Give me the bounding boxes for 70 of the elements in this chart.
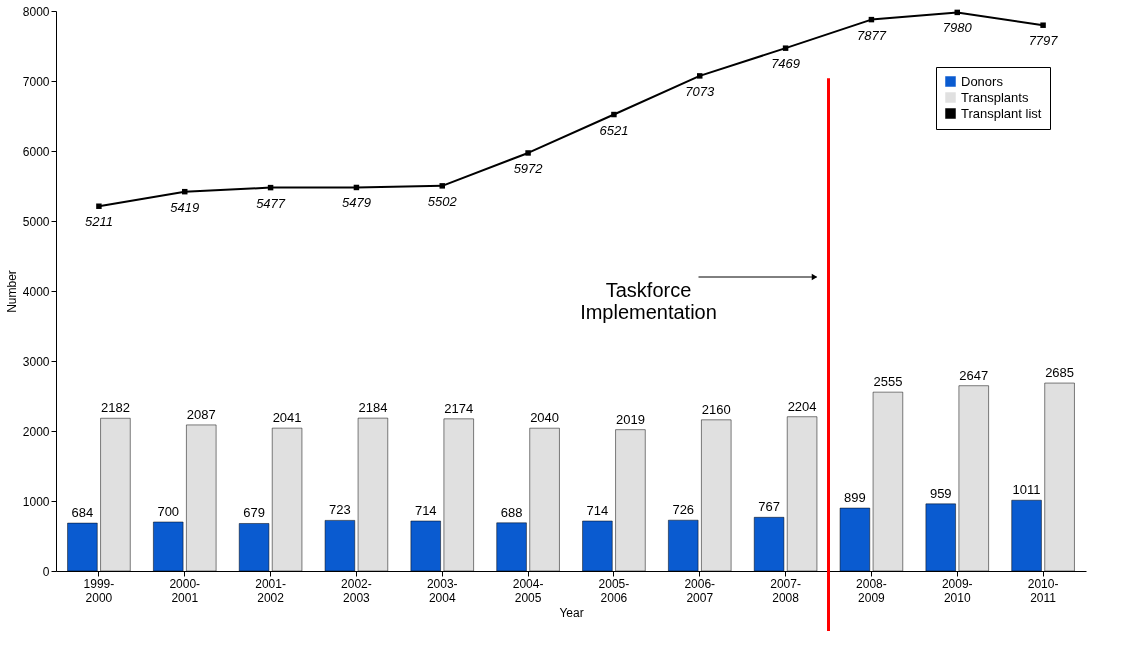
y-tick-label: 4000 — [22, 284, 50, 299]
data-label: 2040 — [530, 410, 560, 426]
x-tick-label: 2008-2009 — [856, 576, 887, 605]
point — [697, 73, 703, 79]
legend-label: Transplants — [961, 89, 1029, 105]
x-tick-label: 2010-2011 — [1027, 576, 1059, 605]
y-tick-label: 5000 — [22, 214, 50, 229]
data-label: 2174 — [444, 400, 474, 416]
data-label: 723 — [329, 502, 351, 518]
point — [782, 45, 789, 51]
data-label: 2160 — [701, 401, 731, 417]
legend-label: Donors — [961, 73, 1004, 89]
data-label: 5419 — [170, 199, 200, 215]
y-tick-label: 6000 — [22, 144, 50, 159]
y-tick-label: 1000 — [22, 494, 50, 509]
data-label: 5479 — [341, 195, 371, 211]
x-tick-label: 2001-2002 — [255, 576, 286, 605]
data-label: 7469 — [771, 56, 801, 72]
x-tick-label: 2004-2005 — [512, 576, 544, 605]
data-label: 2019 — [615, 411, 645, 427]
data-label: 5972 — [513, 160, 544, 176]
data-label: 2087 — [186, 406, 216, 422]
x-axis-title: Year — [559, 605, 584, 620]
data-label: 2182 — [100, 400, 130, 416]
x-tick-label: 2007-2008 — [770, 576, 801, 605]
data-label: 5211 — [84, 214, 113, 230]
data-label: 2204 — [787, 398, 817, 414]
data-label: 5477 — [256, 195, 286, 211]
x-tick-label: 2000-2001 — [169, 576, 201, 605]
data-label: 2555 — [873, 374, 903, 390]
data-label: 899 — [844, 490, 866, 506]
point — [525, 150, 531, 156]
x-tick-label: 2005-2006 — [598, 576, 630, 605]
data-label: 959 — [929, 485, 952, 501]
point — [96, 203, 102, 209]
x-tick-label: 2006-2007 — [684, 576, 716, 605]
data-label: 7073 — [685, 83, 715, 99]
data-label: 2041 — [272, 410, 302, 426]
point — [439, 183, 445, 189]
x-tick-label: 2009-2010 — [941, 576, 973, 605]
data-label: 2647 — [959, 367, 989, 383]
y-axis-title: Number — [4, 270, 19, 313]
data-label: 684 — [71, 505, 94, 521]
data-label: 714 — [586, 503, 609, 519]
data-label: 7797 — [1028, 33, 1059, 49]
data-label: 2184 — [358, 400, 388, 416]
y-tick-label: 0 — [42, 564, 50, 579]
x-tick-label: 1999-2000 — [83, 576, 115, 605]
y-tick-label: 8000 — [22, 4, 50, 19]
data-label: 700 — [157, 504, 180, 519]
data-label: 688 — [500, 504, 523, 520]
data-label: 6521 — [599, 122, 629, 138]
data-label: 5502 — [427, 193, 458, 209]
data-label: 679 — [243, 505, 265, 521]
x-tick-label: 2003-2004 — [426, 576, 458, 605]
y-tick-label: 2000 — [22, 424, 50, 439]
data-label: 7877 — [856, 27, 887, 43]
y-tick-label: 3000 — [22, 354, 50, 369]
data-label: 767 — [758, 499, 780, 515]
annotation: Taskforce Implementation — [580, 279, 717, 323]
data-label: 1011 — [1012, 482, 1041, 498]
data-label: 2685 — [1045, 365, 1075, 381]
y-tick-label: 7000 — [22, 74, 50, 89]
legend-label: Transplant list — [961, 105, 1042, 121]
data-label: 714 — [414, 503, 437, 519]
point — [611, 111, 617, 118]
data-label: 7980 — [942, 20, 973, 36]
x-tick-label: 2002-2003 — [341, 576, 372, 605]
point — [1040, 22, 1046, 28]
data-label: 726 — [672, 502, 695, 518]
